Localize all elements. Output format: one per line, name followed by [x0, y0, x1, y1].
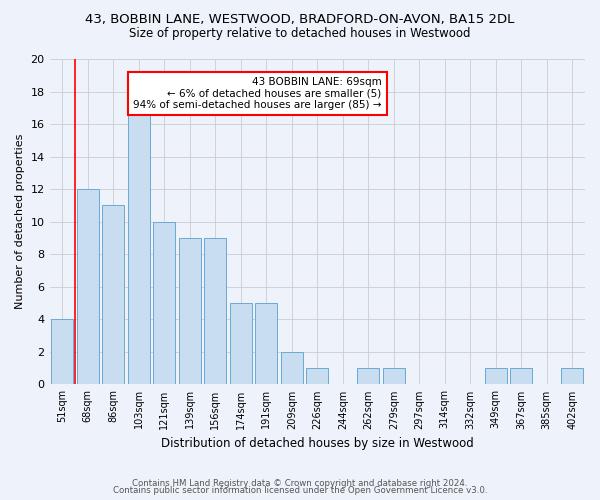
Bar — [485, 368, 506, 384]
Text: Contains public sector information licensed under the Open Government Licence v3: Contains public sector information licen… — [113, 486, 487, 495]
Text: Size of property relative to detached houses in Westwood: Size of property relative to detached ho… — [129, 28, 471, 40]
Bar — [256, 303, 277, 384]
Bar — [511, 368, 532, 384]
Bar — [52, 320, 73, 384]
Bar — [562, 368, 583, 384]
Text: 43 BOBBIN LANE: 69sqm
← 6% of detached houses are smaller (5)
94% of semi-detach: 43 BOBBIN LANE: 69sqm ← 6% of detached h… — [133, 77, 382, 110]
X-axis label: Distribution of detached houses by size in Westwood: Distribution of detached houses by size … — [161, 437, 473, 450]
Bar — [358, 368, 379, 384]
Bar — [179, 238, 200, 384]
Bar — [307, 368, 328, 384]
Bar — [281, 352, 302, 384]
Bar — [154, 222, 175, 384]
Bar — [230, 303, 251, 384]
Bar — [77, 189, 98, 384]
Bar — [128, 108, 149, 384]
Y-axis label: Number of detached properties: Number of detached properties — [15, 134, 25, 310]
Bar — [205, 238, 226, 384]
Bar — [383, 368, 404, 384]
Text: Contains HM Land Registry data © Crown copyright and database right 2024.: Contains HM Land Registry data © Crown c… — [132, 478, 468, 488]
Text: 43, BOBBIN LANE, WESTWOOD, BRADFORD-ON-AVON, BA15 2DL: 43, BOBBIN LANE, WESTWOOD, BRADFORD-ON-A… — [85, 12, 515, 26]
Bar — [103, 206, 124, 384]
